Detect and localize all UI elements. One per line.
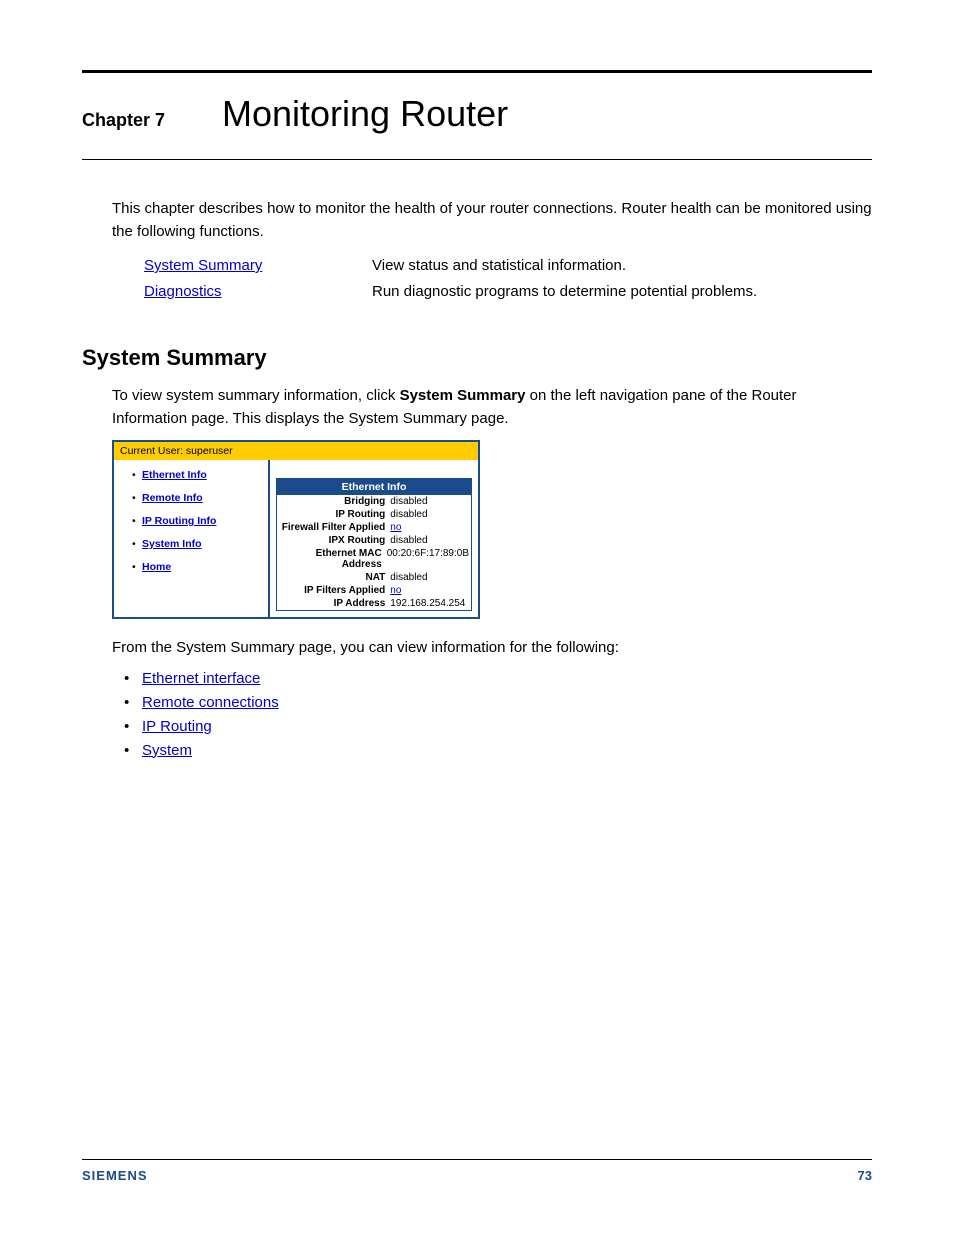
section-heading: System Summary xyxy=(82,345,872,371)
ss-panel-label: Firewall Filter Applied xyxy=(279,522,388,533)
ss-panel-row: IP Filters Appliedno xyxy=(277,584,471,597)
ss-panel-row: NATdisabled xyxy=(277,571,471,584)
chapter-title: Monitoring Router xyxy=(222,93,508,135)
ss-panel-label: IP Routing xyxy=(279,509,388,520)
info-link-remote-connections[interactable]: Remote connections xyxy=(142,694,279,711)
info-list: Ethernet interface Remote connections IP… xyxy=(124,670,872,759)
bullet-icon: • xyxy=(132,469,142,481)
bullet-icon: • xyxy=(132,515,142,527)
ss-panel-value: disabled xyxy=(388,509,469,520)
section-body-pre: To view system summary information, clic… xyxy=(112,387,400,404)
page-footer: SIEMENS 73 xyxy=(82,1159,872,1183)
after-text: From the System Summary page, you can vi… xyxy=(112,637,872,660)
ss-panel-row: IP Routingdisabled xyxy=(277,508,471,521)
function-row: Diagnostics Run diagnostic programs to d… xyxy=(144,283,872,301)
function-link-diagnostics[interactable]: Diagnostics xyxy=(144,283,222,300)
function-desc: Run diagnostic programs to determine pot… xyxy=(372,283,757,301)
info-link-ip-routing[interactable]: IP Routing xyxy=(142,718,212,735)
section-body-bold: System Summary xyxy=(400,387,526,404)
ss-panel-value: disabled xyxy=(388,535,469,546)
ss-panel-row: Firewall Filter Appliedno xyxy=(277,521,471,534)
ss-panel-row: Ethernet MAC Address00:20:6F:17:89:0B xyxy=(277,547,471,571)
ss-panel-value: 00:20:6F:17:89:0B xyxy=(385,548,469,570)
ss-nav: •Ethernet Info •Remote Info •IP Routing … xyxy=(114,460,270,617)
ss-panel: Ethernet Info BridgingdisabledIP Routing… xyxy=(270,460,478,617)
ss-panel-value: disabled xyxy=(388,572,469,583)
ss-panel-value: 192.168.254.254 xyxy=(388,598,469,609)
ss-panel-row: IPX Routingdisabled xyxy=(277,534,471,547)
bullet-icon: • xyxy=(132,538,142,550)
function-link-system-summary[interactable]: System Summary xyxy=(144,257,262,274)
ss-nav-ip-routing-info[interactable]: IP Routing Info xyxy=(142,515,216,527)
footer-page-number: 73 xyxy=(858,1168,872,1183)
bullet-icon: • xyxy=(132,561,142,573)
ss-panel-label: Bridging xyxy=(279,496,388,507)
ss-nav-ethernet-info[interactable]: Ethernet Info xyxy=(142,469,207,481)
info-link-system[interactable]: System xyxy=(142,742,192,759)
ss-nav-remote-info[interactable]: Remote Info xyxy=(142,492,203,504)
ss-panel-value: disabled xyxy=(388,496,469,507)
functions-table: System Summary View status and statistic… xyxy=(144,257,872,301)
function-desc: View status and statistical information. xyxy=(372,257,626,275)
ss-panel-value[interactable]: no xyxy=(388,585,469,596)
ss-panel-label: IP Filters Applied xyxy=(279,585,388,596)
section-body: To view system summary information, clic… xyxy=(112,385,872,430)
ss-panel-label: NAT xyxy=(279,572,388,583)
ss-panel-header: Ethernet Info xyxy=(277,479,471,495)
ss-nav-system-info[interactable]: System Info xyxy=(142,538,202,550)
bullet-icon: • xyxy=(132,492,142,504)
chapter-label: Chapter 7 xyxy=(82,110,222,131)
intro-text: This chapter describes how to monitor th… xyxy=(112,198,872,243)
system-summary-screenshot: Current User: superuser •Ethernet Info •… xyxy=(112,440,480,619)
footer-brand: SIEMENS xyxy=(82,1168,148,1183)
ss-panel-label: IP Address xyxy=(279,598,388,609)
ss-panel-value[interactable]: no xyxy=(388,522,469,533)
ss-panel-label: IPX Routing xyxy=(279,535,388,546)
function-row: System Summary View status and statistic… xyxy=(144,257,872,275)
ss-panel-row: Bridgingdisabled xyxy=(277,495,471,508)
ss-nav-home[interactable]: Home xyxy=(142,561,171,573)
ss-panel-row: IP Address192.168.254.254 xyxy=(277,597,471,610)
ss-panel-label: Ethernet MAC Address xyxy=(279,548,385,570)
info-link-ethernet-interface[interactable]: Ethernet interface xyxy=(142,670,260,687)
ss-current-user: Current User: superuser xyxy=(114,442,478,460)
chapter-header: Chapter 7 Monitoring Router xyxy=(82,93,872,135)
